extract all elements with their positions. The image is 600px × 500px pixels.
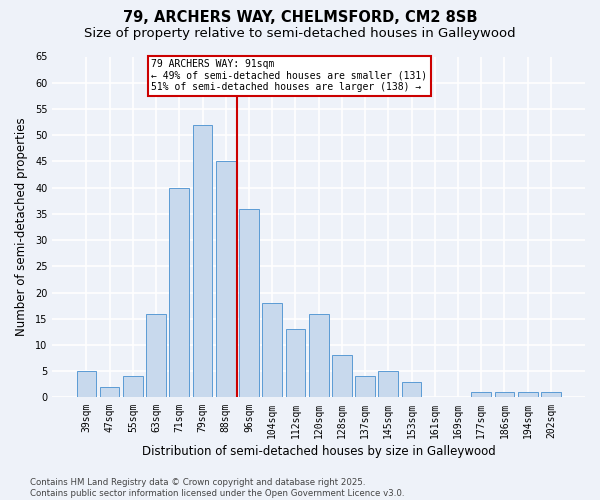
Bar xyxy=(379,371,398,398)
Bar xyxy=(123,376,143,398)
Bar xyxy=(309,314,329,398)
Bar xyxy=(401,382,421,398)
Bar xyxy=(239,208,259,398)
Bar xyxy=(518,392,538,398)
Bar xyxy=(494,392,514,398)
Text: 79 ARCHERS WAY: 91sqm
← 49% of semi-detached houses are smaller (131)
51% of sem: 79 ARCHERS WAY: 91sqm ← 49% of semi-deta… xyxy=(151,59,428,92)
Bar xyxy=(332,356,352,398)
Y-axis label: Number of semi-detached properties: Number of semi-detached properties xyxy=(15,118,28,336)
Bar xyxy=(262,303,282,398)
Bar xyxy=(100,387,119,398)
Bar xyxy=(193,124,212,398)
Bar xyxy=(169,188,189,398)
Bar xyxy=(146,314,166,398)
Bar xyxy=(77,371,96,398)
Bar xyxy=(216,162,236,398)
Bar xyxy=(286,330,305,398)
Text: Size of property relative to semi-detached houses in Galleywood: Size of property relative to semi-detach… xyxy=(84,28,516,40)
Bar xyxy=(472,392,491,398)
Bar xyxy=(541,392,561,398)
Text: Contains HM Land Registry data © Crown copyright and database right 2025.
Contai: Contains HM Land Registry data © Crown c… xyxy=(30,478,404,498)
Text: 79, ARCHERS WAY, CHELMSFORD, CM2 8SB: 79, ARCHERS WAY, CHELMSFORD, CM2 8SB xyxy=(123,10,477,25)
Bar xyxy=(355,376,375,398)
X-axis label: Distribution of semi-detached houses by size in Galleywood: Distribution of semi-detached houses by … xyxy=(142,444,496,458)
